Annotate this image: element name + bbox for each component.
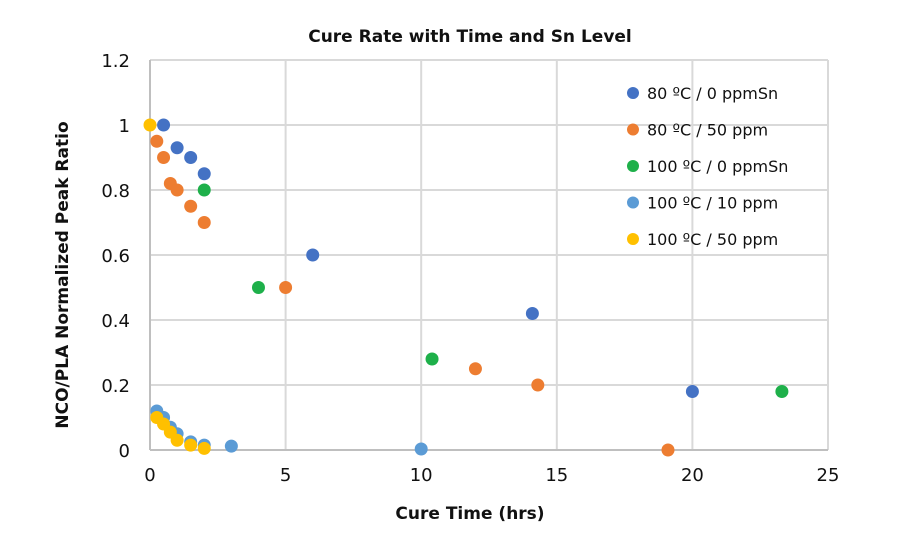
legend: 80 ºC / 0 ppmSn 80 ºC / 50 ppm 100 ºC / 0 … [627,84,788,249]
x-tick-label: 10 [410,465,433,486]
y-tick-label: 0.2 [101,376,130,397]
legend-item: 100 ºC / 10 ppm [627,194,778,213]
data-point [306,248,320,262]
legend-label: 100 ºC / 50 ppm [647,230,778,249]
data-point [197,167,211,181]
data-point [197,183,211,197]
data-point [150,134,164,148]
y-tick-label: 0.8 [101,181,130,202]
x-tick-label: 0 [144,465,155,486]
y-tick-label: 1 [119,116,130,137]
legend-item: 80 ºC / 0 ppmSn [627,84,778,103]
legend-item: 100 ºC / 50 ppm [627,230,778,249]
data-point [775,385,789,398]
gridlines [149,59,829,451]
data-point [197,216,211,229]
x-tick-label: 5 [280,465,291,486]
data-point [184,438,198,452]
series-5 [143,118,211,455]
y-tick-label: 0 [119,441,130,462]
legend-marker [627,123,639,136]
data-point [525,307,539,320]
data-point [251,281,265,294]
legend-marker [627,233,639,245]
chart-title: Cure Rate with Time and Sn Level [308,27,632,47]
data-point [468,362,482,376]
x-axis-label: Cure Time (hrs) [395,504,544,524]
legend-item: 80 ºC / 50 ppm [627,121,768,140]
legend-marker [627,160,639,172]
legend-label: 80 ºC / 0 ppmSn [647,84,778,103]
series-3 [197,183,789,398]
data-point [197,441,211,455]
y-axis-label: NCO/PLA Normalized Peak Ratio [53,121,73,428]
data-point [414,442,428,456]
data-point [184,151,198,164]
legend-marker [627,87,639,99]
y-tick-label: 1.2 [101,51,130,72]
x-tick-label: 25 [817,465,840,486]
data-point [184,199,198,213]
y-tick-label: 0.4 [101,311,130,332]
x-tick-label: 20 [681,465,704,486]
data-point [279,281,293,294]
data-point [685,385,699,398]
data-point [425,352,439,366]
data-point [157,118,171,132]
legend-label: 100 ºC / 10 ppm [647,194,778,213]
series-1 [157,118,699,398]
legend-label: 80 ºC / 50 ppm [647,121,768,140]
data-point [170,433,184,447]
data-point [170,183,184,197]
data-point [661,443,675,457]
series-2 [150,134,675,457]
data-points [143,118,789,457]
data-point [224,439,238,453]
y-tick-label: 0.6 [101,246,130,267]
legend-item: 100 ºC / 0 ppmSn [627,157,788,176]
legend-label: 100 ºC / 0 ppmSn [647,157,788,176]
legend-marker [627,196,639,209]
data-point [157,151,171,164]
x-tick-label: 15 [545,465,568,486]
tick-labels: 0 0.2 0.4 0.6 0.8 1 1.2 0 5 10 15 20 25 [101,51,839,486]
data-point [143,118,157,132]
data-point [170,141,184,155]
data-point [531,378,545,392]
